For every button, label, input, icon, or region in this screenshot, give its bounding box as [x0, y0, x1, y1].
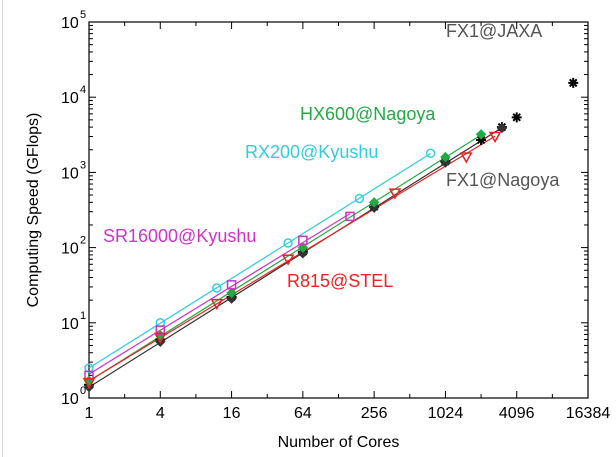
y-tick-exponent: 5: [80, 9, 86, 21]
series-labels-layer: FX1@JAXA FX1@Nagoya HX600@Nagoya RX200@Kyus…: [103, 21, 560, 291]
data-point-fx1-nagoya: [440, 157, 451, 168]
y-tick-label: 10: [61, 316, 79, 333]
data-point-rx200-kyushu: [212, 283, 222, 293]
data-point-r815-stel: [460, 152, 473, 164]
series-label-rx200-kyushu: RX200@Kyushu: [245, 142, 378, 162]
x-tick-label: 64: [294, 405, 312, 422]
series-label-r815-stel: R815@STEL: [287, 271, 393, 291]
y-tick-label: 10: [61, 15, 79, 32]
x-tick-label: 4096: [499, 405, 535, 422]
data-point-r815-stel: [154, 332, 167, 344]
data-point-fx1-nagoya: [226, 293, 237, 304]
y-tick-exponent: 4: [80, 84, 86, 96]
y-tick-exponent: 0: [80, 385, 86, 397]
x-tick-label: 16: [223, 405, 241, 422]
data-point-rx200-kyushu: [354, 193, 365, 204]
x-tick-label: 1024: [428, 405, 464, 422]
data-point-fx1-nagoya: [496, 122, 508, 134]
data-point-hx600-nagoya: [475, 129, 487, 140]
data-point-hx600-nagoya: [368, 197, 380, 208]
series-label-fx1-jaxa: FX1@JAXA: [446, 21, 542, 41]
x-tick-label: 16384: [566, 405, 611, 422]
data-point-fx1-jaxa: [511, 112, 522, 123]
data-point-rx200-kyushu: [425, 148, 436, 158]
x-tick-label: 256: [361, 405, 388, 422]
y-tick-label: 10: [61, 90, 79, 107]
y-tick-exponent: 2: [80, 235, 86, 247]
data-point-rx200-kyushu: [283, 238, 293, 248]
y-tick-label: 10: [61, 241, 79, 258]
data-point-r815-stel: [388, 188, 402, 200]
data-point-r815-stel: [82, 377, 96, 390]
x-tick-label: 4: [156, 405, 165, 422]
data-point-r815-stel: [281, 254, 295, 266]
y-tick-exponent: 1: [80, 310, 86, 322]
data-point-hx600-nagoya: [226, 287, 237, 299]
y-tick-label: 10: [61, 165, 79, 182]
series-label-hx600-nagoya: HX600@Nagoya: [300, 104, 436, 124]
data-point-r815-stel: [488, 131, 502, 144]
fit-line-rx200-kyushu: [88, 152, 431, 369]
series-label-sr16000-kyushu: SR16000@Kyushu: [103, 226, 256, 246]
data-point-r815-stel: [210, 298, 224, 311]
data-point-sr16000-kyushu: [345, 211, 355, 222]
x-axis-title: Number of Cores: [278, 434, 400, 451]
x-tick-label: 1: [85, 405, 94, 422]
points-layer: [82, 77, 579, 393]
page-left-border: [2, 0, 3, 457]
series-label-fx1-nagoya: FX1@Nagoya: [446, 170, 560, 190]
data-point-hx600-nagoya: [297, 242, 309, 253]
y-axis-title: Computing Speed (GFlops): [25, 113, 42, 308]
data-point-fx1-nagoya: [297, 248, 309, 259]
data-point-sr16000-kyushu: [298, 235, 308, 246]
y-tick-label: 10: [61, 391, 79, 408]
y-tick-exponent: 3: [80, 159, 86, 171]
data-point-fx1-jaxa: [568, 77, 579, 88]
data-point-hx600-nagoya: [440, 151, 451, 163]
data-point-sr16000-kyushu: [226, 280, 237, 290]
data-point-fx1-nagoya: [368, 202, 380, 213]
data-point-fx1-jaxa: [476, 134, 487, 145]
